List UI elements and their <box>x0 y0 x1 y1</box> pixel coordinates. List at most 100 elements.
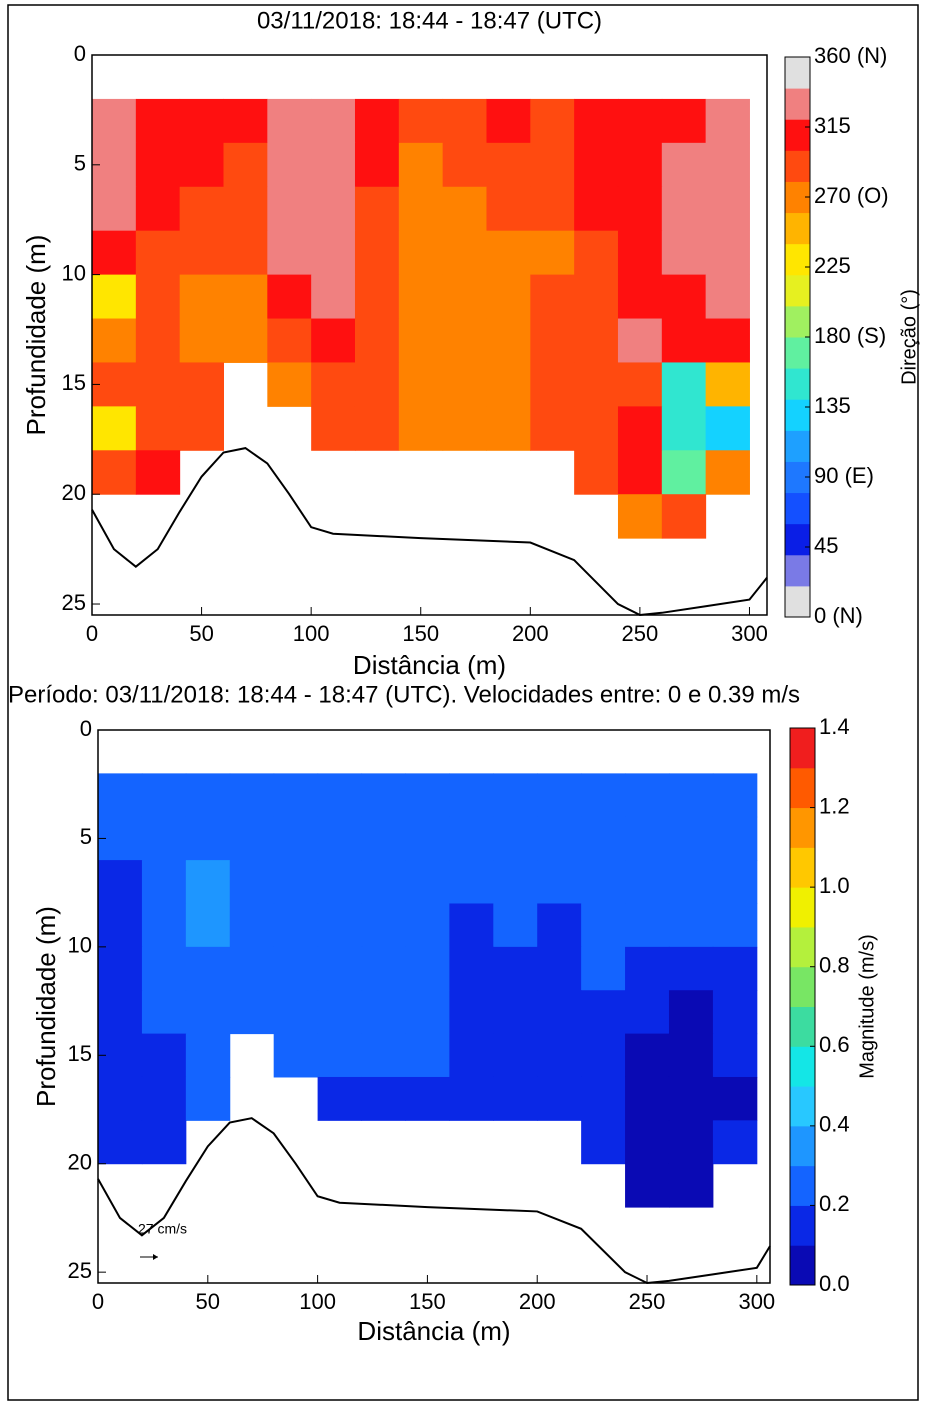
x-tick-label: 150 <box>402 621 439 646</box>
colorbar-tick-label: 1.0 <box>819 873 850 898</box>
colorbar-block <box>790 1165 815 1206</box>
heat-cell <box>135 186 181 232</box>
heat-cell <box>617 98 663 144</box>
heat-cell <box>537 773 582 818</box>
heat-cell <box>537 946 582 991</box>
colorbar-tick-label: 0.6 <box>819 1032 850 1057</box>
heat-cell <box>625 1076 670 1121</box>
heat-cell <box>442 362 487 407</box>
heat-cell <box>179 98 224 144</box>
heat-cell <box>486 362 531 407</box>
heat-cell <box>449 1076 494 1121</box>
heat-cell <box>705 318 750 363</box>
heat-cell <box>267 142 312 188</box>
colorbar-tick-label: 1.2 <box>819 793 850 818</box>
heat-cell <box>617 186 663 232</box>
heat-cell <box>486 274 531 320</box>
colorbar-block <box>790 847 815 888</box>
colorbar-label: Direção (°) <box>898 289 920 385</box>
colorbar-block <box>785 430 810 462</box>
heat-cell <box>668 990 714 1035</box>
heat-cell <box>185 773 231 818</box>
heat-cell <box>361 1076 406 1121</box>
heat-cell <box>574 186 619 232</box>
heat-cell <box>712 816 758 861</box>
heat-cell <box>617 406 663 451</box>
heat-cell <box>229 903 275 948</box>
heat-cell <box>705 362 750 407</box>
heat-cell <box>617 450 663 495</box>
heat-cell <box>92 450 137 495</box>
y-tick-label: 25 <box>62 590 86 615</box>
y-tick-label: 0 <box>80 716 92 741</box>
heat-cell <box>712 1120 758 1165</box>
heat-cell <box>617 362 663 407</box>
heat-cell <box>493 1033 538 1078</box>
heat-cell <box>135 318 181 363</box>
heat-cell <box>625 773 670 818</box>
heat-cell <box>354 230 400 276</box>
heat-cell <box>135 230 181 276</box>
x-tick-label: 100 <box>299 1289 336 1314</box>
y-tick-label: 0 <box>74 41 86 66</box>
heat-cell <box>141 860 187 904</box>
heat-cell <box>223 230 268 276</box>
heat-cell <box>705 142 750 188</box>
heat-cell <box>361 816 406 861</box>
x-tick-label: 300 <box>738 1289 775 1314</box>
heat-cell <box>617 142 663 188</box>
heat-cell <box>354 274 400 320</box>
heat-cell <box>223 142 268 188</box>
heat-cell <box>617 494 663 539</box>
heat-cell <box>712 773 758 818</box>
heat-cell <box>135 274 181 320</box>
heat-cell <box>705 274 750 320</box>
heat-cell <box>581 990 626 1035</box>
heat-cell <box>223 318 268 363</box>
x-tick-label: 0 <box>92 1289 104 1314</box>
heat-cell <box>617 318 663 363</box>
heat-cell <box>668 816 714 861</box>
heat-cell <box>442 142 487 188</box>
x-tick-label: 0 <box>86 621 98 646</box>
colorbar-tick-label: 0.2 <box>819 1191 850 1216</box>
heat-cell <box>661 450 707 495</box>
heat-cell <box>661 274 707 320</box>
heat-cell <box>273 816 319 861</box>
colorbar-block <box>785 399 810 431</box>
heat-cell <box>141 903 187 948</box>
heat-cell <box>661 142 707 188</box>
heat-cell <box>486 186 531 232</box>
heat-cell <box>442 274 487 320</box>
heat-cell <box>705 186 750 232</box>
heat-cell <box>185 816 231 861</box>
heat-cell <box>229 773 275 818</box>
heat-cell <box>179 230 224 276</box>
heat-cell <box>135 142 181 188</box>
heat-cell <box>98 990 143 1035</box>
colorbar-tick-label: 0.8 <box>819 953 850 978</box>
plot-frame <box>91 54 768 616</box>
heat-cell <box>223 274 268 320</box>
colorbar-tick-label: 0 (N) <box>814 603 863 628</box>
heat-cell <box>668 1033 714 1078</box>
heat-cell <box>273 860 319 904</box>
heat-cell <box>229 860 275 904</box>
heat-cell <box>273 773 319 818</box>
heat-cell <box>317 816 363 861</box>
heat-cell <box>668 1076 714 1121</box>
x-tick-label: 250 <box>629 1289 666 1314</box>
chart-title: Período: 03/11/2018: 18:44 - 18:47 (UTC)… <box>8 681 800 708</box>
heat-cell <box>668 903 714 948</box>
heat-cell <box>267 186 312 232</box>
heat-cell <box>398 406 444 451</box>
heat-cell <box>574 406 619 451</box>
x-axis-label: Distância (m) <box>353 650 506 680</box>
colorbar-tick-label: 270 (O) <box>814 183 889 208</box>
heat-cell <box>361 860 406 904</box>
heat-cell <box>317 1033 363 1078</box>
heat-cell <box>493 860 538 904</box>
x-tick-label: 200 <box>512 621 549 646</box>
heat-cell <box>229 816 275 861</box>
